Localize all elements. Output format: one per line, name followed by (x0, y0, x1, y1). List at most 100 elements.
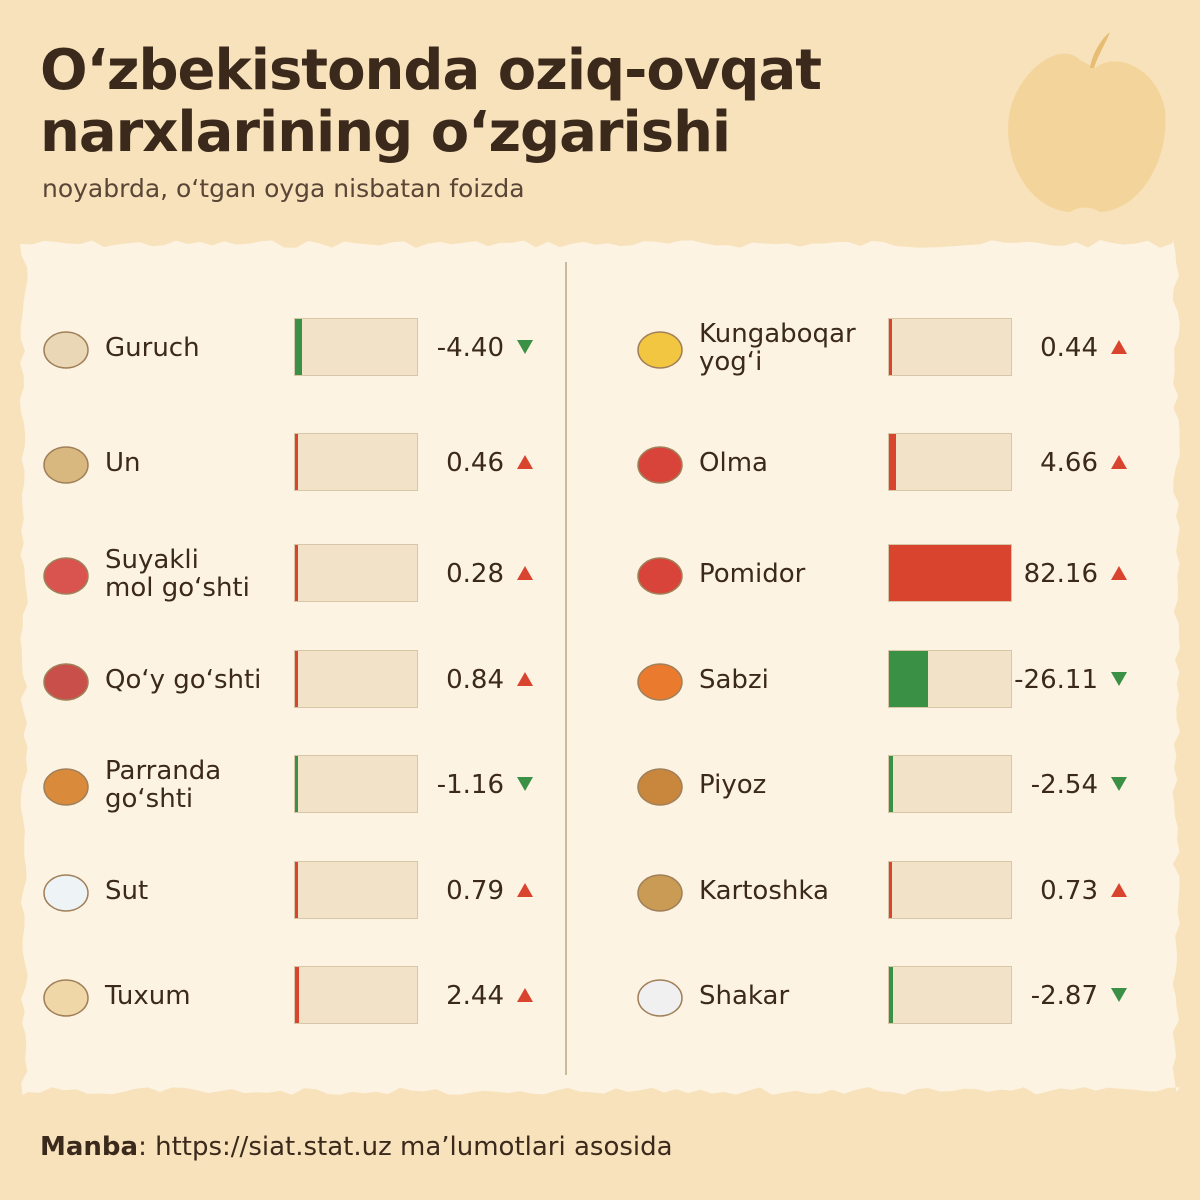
bar (295, 756, 298, 812)
value-label: -2.54 (1030, 770, 1098, 800)
value-label: -26.11 (1014, 665, 1098, 695)
bar-track (888, 650, 1012, 708)
item-name: Sut (105, 876, 149, 906)
item-row: Tuxum 2.44 (20, 966, 560, 1026)
item-name: Shakar (699, 981, 790, 1011)
value-label: 0.46 (446, 448, 504, 478)
value-label: 4.66 (1040, 448, 1098, 478)
value-label: 82.16 (1023, 559, 1098, 589)
bar (889, 862, 892, 918)
change-arrow (517, 988, 533, 1002)
arrow-shape (517, 455, 533, 469)
arrow-shape (517, 566, 533, 580)
item-name: Sabzi (699, 665, 769, 695)
change-arrow (517, 340, 533, 354)
bar (889, 651, 928, 707)
change-arrow (517, 883, 533, 897)
arrow-shape (517, 988, 533, 1002)
change-arrow (517, 566, 533, 580)
change-arrow (517, 672, 533, 686)
value-label: -1.16 (436, 770, 504, 800)
item-name: Kungaboqar yog‘i (699, 319, 856, 377)
apple-decoration (1008, 53, 1166, 213)
title: O‘zbekistonda oziq-ovqat narxlarining o‘… (40, 38, 822, 165)
bar-track (294, 861, 418, 919)
change-arrow (1111, 566, 1127, 580)
icon-shape (43, 557, 89, 595)
subtitle: noyabrda, o‘tgan oyga nisbatan foizda (42, 174, 525, 203)
bar (295, 319, 302, 375)
icon-shape (637, 446, 683, 484)
food-icon (637, 979, 683, 1017)
food-icon (43, 446, 89, 484)
item-row: Sut 0.79 (20, 861, 560, 921)
bar-track (888, 966, 1012, 1024)
food-icon (637, 331, 683, 369)
item-row: Parranda go‘shti -1.16 (20, 755, 560, 815)
icon-shape (637, 979, 683, 1017)
bar-track (888, 318, 1012, 376)
arrow-shape (1111, 777, 1127, 791)
arrow-shape (1111, 455, 1127, 469)
arrow-shape (517, 883, 533, 897)
bar-track (294, 544, 418, 602)
food-icon (43, 768, 89, 806)
arrow-shape (517, 672, 533, 686)
bar-track (888, 433, 1012, 491)
bar-track (294, 650, 418, 708)
food-icon (43, 557, 89, 595)
bar (889, 319, 892, 375)
item-row: Un 0.46 (20, 433, 560, 493)
item-row: Kartoshka 0.73 (614, 861, 1154, 921)
item-name: Olma (699, 448, 768, 478)
item-name: Un (105, 448, 141, 478)
source: Manba: https://siat.stat.uz ma’lumotlari… (40, 1132, 673, 1162)
bar-track (888, 861, 1012, 919)
change-arrow (1111, 672, 1127, 686)
value-label: -4.40 (436, 333, 504, 363)
value-label: 0.44 (1040, 333, 1098, 363)
item-row: Sabzi -26.11 (614, 650, 1154, 710)
arrow-shape (517, 340, 533, 354)
item-row: Qo‘y go‘shti 0.84 (20, 650, 560, 710)
icon-shape (637, 331, 683, 369)
icon-shape (43, 768, 89, 806)
arrow-shape (1111, 566, 1127, 580)
bar-track (294, 755, 418, 813)
item-name: Qo‘y go‘shti (105, 665, 262, 695)
bar (889, 967, 894, 1023)
food-icon (637, 446, 683, 484)
change-arrow (1111, 340, 1127, 354)
item-row: Shakar -2.87 (614, 966, 1154, 1026)
bar-track (294, 433, 418, 491)
item-name: Pomidor (699, 559, 806, 589)
change-arrow (517, 455, 533, 469)
food-icon (43, 874, 89, 912)
value-label: 0.84 (446, 665, 504, 695)
food-icon (637, 768, 683, 806)
arrow-shape (1111, 340, 1127, 354)
item-name: Kartoshka (699, 876, 829, 906)
food-icon (43, 663, 89, 701)
arrow-shape (1111, 988, 1127, 1002)
bar-track (888, 544, 1012, 602)
arrow-shape (517, 777, 533, 791)
icon-shape (43, 663, 89, 701)
food-icon (637, 663, 683, 701)
item-name: Tuxum (105, 981, 191, 1011)
bar-track (888, 755, 1012, 813)
bar (295, 651, 298, 707)
icon-shape (43, 874, 89, 912)
icon-shape (637, 874, 683, 912)
item-row: Piyoz -2.54 (614, 755, 1154, 815)
item-name: Parranda go‘shti (105, 756, 222, 814)
item-row: Pomidor 82.16 (614, 544, 1154, 604)
bar (295, 967, 299, 1023)
change-arrow (1111, 777, 1127, 791)
food-icon (637, 874, 683, 912)
bar-track (294, 966, 418, 1024)
icon-shape (637, 557, 683, 595)
value-label: 0.79 (446, 876, 504, 906)
item-row: Kungaboqar yog‘i 0.44 (614, 318, 1154, 378)
